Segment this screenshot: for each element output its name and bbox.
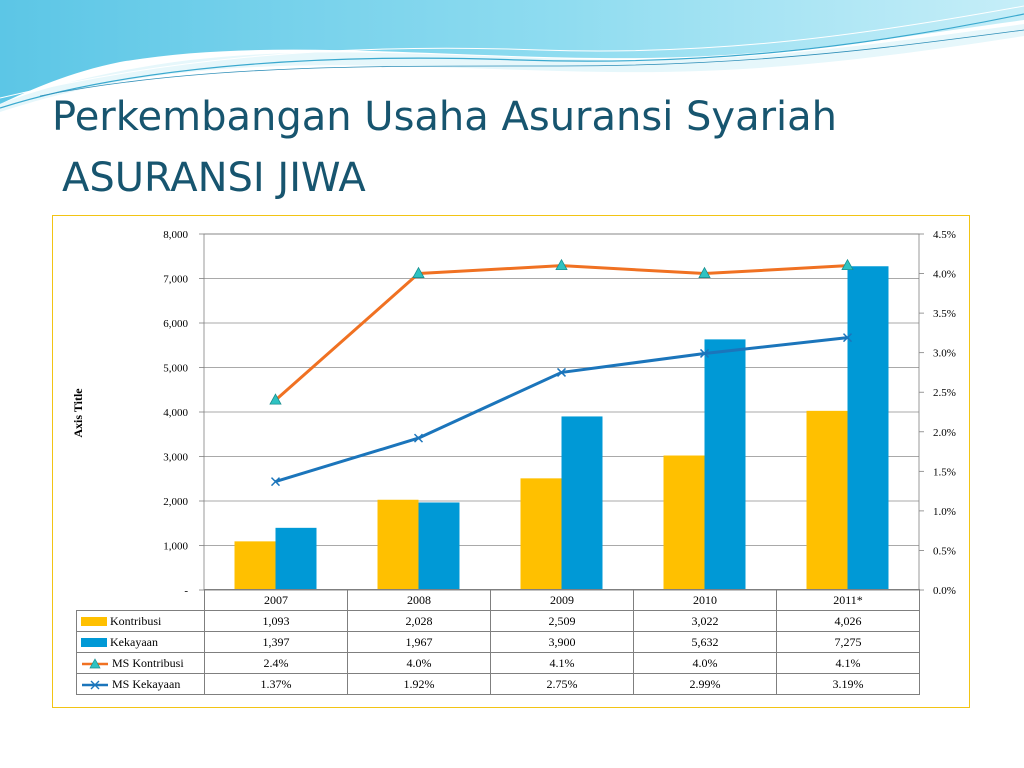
bar-kekayaan <box>418 502 460 590</box>
right-axis-tick-label: 3.5% <box>933 308 956 320</box>
right-axis-tick-label: 0.5% <box>933 545 956 557</box>
bar-kekayaan <box>704 339 746 590</box>
legend-entry: Kekayaan <box>76 631 205 653</box>
table-cell: 3,022 <box>633 610 777 632</box>
category-label: 2009 <box>490 589 634 611</box>
ms-kontribusi-legend-key <box>81 658 109 670</box>
marker-ms-kontribusi <box>555 258 568 271</box>
table-cell: 4.0% <box>347 652 491 674</box>
table-cell: 2.99% <box>633 673 777 695</box>
ms-kekayaan-legend-key <box>81 679 109 691</box>
left-axis-tick-label: 3,000 <box>163 452 188 464</box>
right-axis-tick-label: 4.0% <box>933 269 956 281</box>
left-axis-tick-label: 1,000 <box>163 541 188 553</box>
table-cell: 3.19% <box>776 673 920 695</box>
slide-subtitle: ASURANSI JIWA <box>62 155 366 201</box>
left-axis-tick-label: 2,000 <box>163 496 188 508</box>
table-cell: 1.92% <box>347 673 491 695</box>
table-cell: 4.0% <box>633 652 777 674</box>
table-cell: 5,632 <box>633 631 777 653</box>
wave-light-band <box>0 24 1024 112</box>
table-cell: 4,026 <box>776 610 920 632</box>
table-cell: 3,900 <box>490 631 634 653</box>
marker-ms-kekayaan <box>699 348 710 358</box>
table-row: Kekayaan 1,397 1,967 3,900 5,632 7,275 <box>76 631 920 653</box>
table-row: Kontribusi 1,093 2,028 2,509 3,022 4,026 <box>76 610 920 632</box>
wave-line-3 <box>39 29 1024 97</box>
table-cell: 2.75% <box>490 673 634 695</box>
table-cell: 1,397 <box>204 631 348 653</box>
marker-ms-kontribusi <box>698 266 711 278</box>
marker-ms-kekayaan <box>842 333 853 343</box>
left-axis-tick-label: 7,000 <box>163 274 188 286</box>
marker-ms-kekayaan <box>270 477 281 487</box>
wave-line-2 <box>0 5 1024 99</box>
legend-entry: MS Kekayaan <box>76 673 205 695</box>
wave-line-1 <box>0 13 1024 109</box>
right-axis-tick-label: 1.0% <box>933 506 956 518</box>
marker-ms-kekayaan <box>413 433 424 443</box>
marker-ms-kontribusi <box>412 266 425 278</box>
bar-kekayaan <box>275 527 317 590</box>
left-axis-tick-label: 4,000 <box>163 407 188 419</box>
table-row: MS Kontribusi 2.4% 4.0% 4.1% 4.0% 4.1% <box>76 652 920 674</box>
table-cell: 1,093 <box>204 610 348 632</box>
legend-entry: MS Kontribusi <box>76 652 205 674</box>
wave-fill <box>0 0 1024 104</box>
marker-ms-kontribusi <box>841 258 854 271</box>
table-cell: 7,275 <box>776 631 920 653</box>
bar-kontribusi <box>234 541 276 590</box>
table-cell: 2.4% <box>204 652 348 674</box>
legend-entry: Kontribusi <box>76 610 205 632</box>
category-label: 2008 <box>347 589 491 611</box>
category-label: 2007 <box>204 589 348 611</box>
table-row: MS Kekayaan 1.37% 1.92% 2.75% 2.99% 3.19… <box>76 673 920 695</box>
legend-label: MS Kontribusi <box>112 655 184 670</box>
table-cell: 4.1% <box>490 652 634 674</box>
chart-frame: -1,000 2,000 3,000 4,000 5,000 6,000 7,000 8,00… <box>52 215 970 708</box>
category-label: 2010 <box>633 589 777 611</box>
right-axis-tick-label: 3.0% <box>933 348 956 360</box>
table-cell: 2,028 <box>347 610 491 632</box>
left-axis-tick-label: 5,000 <box>163 363 188 375</box>
bars <box>234 266 889 590</box>
bar-kontribusi <box>806 410 848 590</box>
right-axis-tick-label: 2.5% <box>933 387 956 399</box>
bar-kontribusi <box>520 478 562 590</box>
category-label: 2011* <box>776 589 920 611</box>
slide-title: Perkembangan Usaha Asuransi Syariah <box>52 94 838 140</box>
table-cell: 2,509 <box>490 610 634 632</box>
table-header-row: 2007 2008 2009 2010 2011* <box>76 589 920 611</box>
left-axis-tick-label: 6,000 <box>163 318 188 330</box>
y-axis-title: Axis Title <box>71 388 85 438</box>
table-cell: 1,967 <box>347 631 491 653</box>
line-ms-kontribusi <box>274 264 848 402</box>
legend-label: MS Kekayaan <box>112 676 181 691</box>
bar-kontribusi <box>377 499 419 590</box>
right-axis-tick-label: 0.0% <box>933 585 956 597</box>
decorative-wave-header <box>0 0 1024 112</box>
marker-ms-kekayaan <box>556 367 567 377</box>
kekayaan-legend-key <box>81 638 107 648</box>
right-axis-tick-label: 2.0% <box>933 427 956 439</box>
legend-label: Kekayaan <box>110 634 158 649</box>
right-axis-tick-label: 1.5% <box>933 466 956 478</box>
table-cell: 4.1% <box>776 652 920 674</box>
marker-ms-kontribusi <box>269 393 282 405</box>
bar-kontribusi <box>663 455 705 590</box>
bar-kekayaan <box>847 266 889 590</box>
left-axis-tick-label: 8,000 <box>163 229 188 241</box>
legend-label: Kontribusi <box>110 613 162 628</box>
table-cell: 1.37% <box>204 673 348 695</box>
bar-kekayaan <box>561 416 603 590</box>
table-corner <box>76 589 205 611</box>
chart-data-table: 2007 2008 2009 2010 2011* Kontribusi 1,0… <box>76 589 920 695</box>
lines <box>269 258 854 487</box>
kontribusi-legend-key <box>81 617 107 627</box>
right-axis-tick-label: 4.5% <box>933 229 956 241</box>
